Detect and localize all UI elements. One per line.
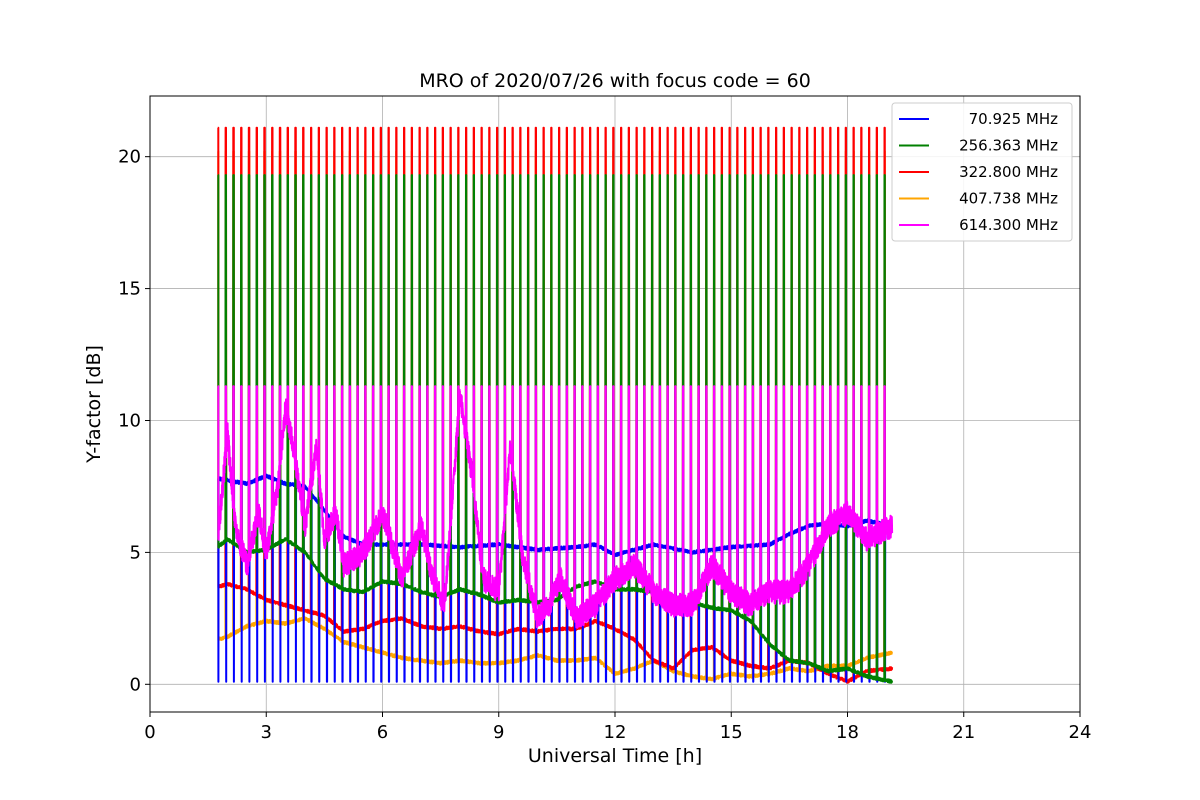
x-tick-label: 21 [952, 722, 975, 743]
legend-label: 407.738 MHz [959, 190, 1058, 208]
legend-label: 322.800 MHz [959, 163, 1058, 181]
series-line [217, 126, 894, 684]
x-tick-label: 0 [144, 722, 155, 743]
x-tick-label: 6 [377, 722, 388, 743]
y-tick-label: 0 [130, 674, 141, 695]
legend: 70.925 MHz 256.363 MHz 322.800 MHz 407.738 … [891, 102, 1073, 242]
series-line [217, 150, 893, 682]
x-axis-label: Universal Time [h] [528, 745, 702, 767]
y-tick-label: 10 [118, 410, 141, 431]
y-axis-label: Y-factor [dB] [83, 345, 105, 464]
legend-label: 70.925 MHz [969, 110, 1058, 128]
legend-box [891, 102, 1073, 242]
legend-label: 614.300 MHz [959, 216, 1058, 234]
chart-title: MRO of 2020/07/26 with focus code = 60 [419, 70, 811, 92]
x-tick-label: 15 [720, 722, 743, 743]
y-tick-label: 5 [130, 542, 141, 563]
series-line [217, 174, 894, 684]
y-tick-label: 15 [118, 279, 141, 300]
legend-label: 256.363 MHz [959, 137, 1058, 155]
x-tick-label: 24 [1069, 722, 1092, 743]
series-line [217, 385, 894, 629]
x-tick-label: 3 [261, 722, 272, 743]
x-tick-label: 12 [604, 722, 627, 743]
y-tick-label: 20 [118, 147, 141, 168]
x-tick-label: 9 [493, 722, 504, 743]
x-tick-label: 18 [836, 722, 859, 743]
